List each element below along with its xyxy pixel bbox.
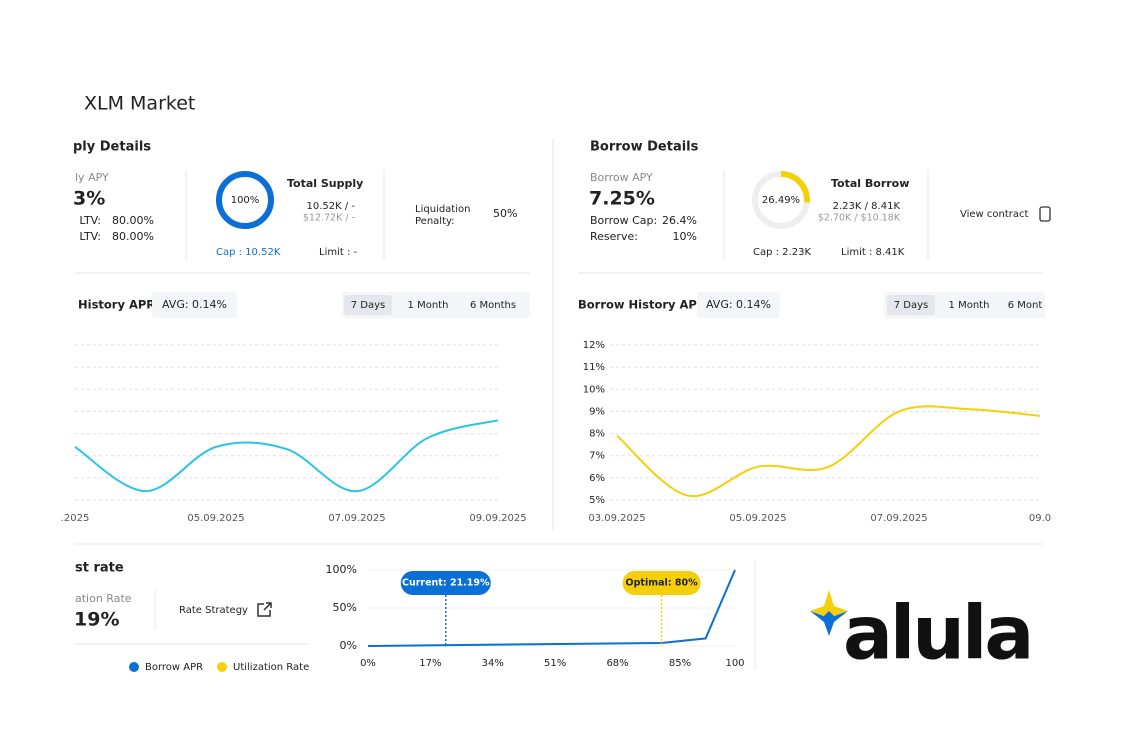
x-tick-label: 100 (725, 658, 744, 669)
row-label: Borrow Cap: (590, 214, 657, 227)
donut-arc (216, 171, 274, 229)
y-tick-label: 10% (583, 384, 605, 395)
data-line (616, 405, 1041, 498)
apy-label: ly APY (75, 171, 109, 184)
x-tick-label: 68% (606, 658, 628, 669)
total-label: Total Borrow (831, 177, 909, 190)
icon-arrow (263, 602, 272, 611)
donut-arc (752, 171, 810, 229)
x-tick-label: 05.09.2025 (187, 513, 244, 524)
y-tick-label: 9% (589, 406, 605, 417)
penalty-label: Liquidation (415, 204, 470, 215)
total-usd: $2.70K / $10.18K (818, 213, 901, 224)
total-usd: $12.72K / - (303, 213, 355, 224)
contract-icon[interactable] (1039, 206, 1051, 222)
tab-active (344, 295, 392, 315)
chart-title: History APR (78, 298, 155, 312)
marker-label: Optimal: 80% (626, 578, 699, 589)
logo-star (810, 590, 848, 636)
avg-pill (152, 292, 237, 318)
data-line (74, 419, 499, 493)
ltv-value: 80.00% (112, 230, 154, 243)
total-label: Total Supply (287, 177, 363, 190)
cap: Cap : 2.23K (753, 247, 811, 258)
limit: Limit : - (319, 247, 358, 258)
x-tick-label: 34% (482, 658, 504, 669)
apy-label: Borrow APY (590, 171, 653, 184)
section-title: Borrow Details (590, 140, 699, 155)
contract-link[interactable]: View contract (960, 209, 1029, 220)
y-tick-label: 11% (583, 362, 605, 373)
legend-label: Utilization Rate (233, 662, 309, 673)
legend-dot (217, 662, 227, 672)
legend-label: Borrow APR (145, 662, 203, 673)
x-tick-label: 51% (544, 658, 566, 669)
apy-value: 3% (73, 188, 105, 210)
legend-dot (129, 662, 139, 672)
icon-box (257, 603, 271, 617)
tab-active (887, 295, 935, 315)
penalty-value: 50% (493, 207, 517, 220)
avg-label: AVG: 0.14% (706, 298, 771, 311)
y-tick-label: 0% (340, 639, 357, 652)
x-tick-label: 0% (360, 658, 376, 669)
apy-value: 7.25% (589, 188, 655, 210)
tab[interactable]: 7 Days (894, 300, 929, 311)
strategy-link[interactable]: Rate Strategy (179, 605, 248, 616)
x-tick-label: 85% (669, 658, 691, 669)
chart-title: Borrow History APR (578, 298, 706, 312)
util-label: ation Rate (75, 592, 132, 605)
logo-text: alula (843, 591, 1031, 677)
star-blue (810, 611, 848, 636)
ltv-value: 80.00% (112, 214, 154, 227)
limit: Limit : 8.41K (841, 247, 905, 258)
x-tick-label: 09.09.2025 (469, 513, 526, 524)
avg-label: AVG: 0.14% (162, 298, 227, 311)
row-value: 10% (673, 230, 697, 243)
x-tick-label: 07.09.2025 (328, 513, 385, 524)
x-tick-label: 03.09.2025 (588, 513, 645, 524)
y-tick-label: 12% (583, 340, 605, 351)
total-value: 10.52K / - (306, 201, 355, 212)
y-tick-label: 100% (326, 563, 357, 576)
penalty-label: Penalty: (415, 216, 455, 227)
cap: Cap : 10.52K (216, 247, 281, 258)
donut-label: 26.49% (762, 195, 800, 206)
total-value: 2.23K / 8.41K (833, 201, 901, 212)
ltv-label: LTV: (79, 214, 101, 227)
x-tick-label: 05.09.2025 (729, 513, 786, 524)
x-tick-label: 07.09.2025 (870, 513, 927, 524)
row-label: Reserve: (590, 230, 638, 243)
tab[interactable]: 6 Mont (1008, 300, 1043, 311)
x-tick-label: 17% (419, 658, 441, 669)
x-tick-label: .2025 (61, 513, 90, 524)
y-tick-label: 8% (589, 429, 605, 440)
row-value: 26.4% (662, 214, 697, 227)
page-title: XLM Market (84, 93, 195, 115)
section-title: ply Details (73, 140, 151, 155)
tab[interactable]: 1 Month (408, 300, 449, 311)
avg-pill (697, 292, 780, 318)
tab[interactable]: 6 Months (470, 300, 516, 311)
tab[interactable]: 7 Days (351, 300, 386, 311)
marker-pill (622, 571, 701, 595)
marker-pill (400, 571, 491, 595)
tab[interactable]: 1 Month (949, 300, 990, 311)
y-tick-label: 50% (333, 601, 357, 614)
y-tick-label: 6% (589, 473, 605, 484)
marker-label: Current: 21.19% (402, 578, 490, 589)
section-title: st rate (75, 561, 124, 576)
util-value: 19% (74, 609, 119, 631)
donut-label: 100% (231, 195, 260, 206)
data-line (367, 569, 736, 647)
ltv-label: LTV: (79, 230, 101, 243)
external-icon[interactable] (257, 602, 272, 617)
x-tick-label: 09.0 (1029, 513, 1051, 524)
y-tick-label: 7% (589, 451, 605, 462)
y-tick-label: 5% (589, 495, 605, 506)
